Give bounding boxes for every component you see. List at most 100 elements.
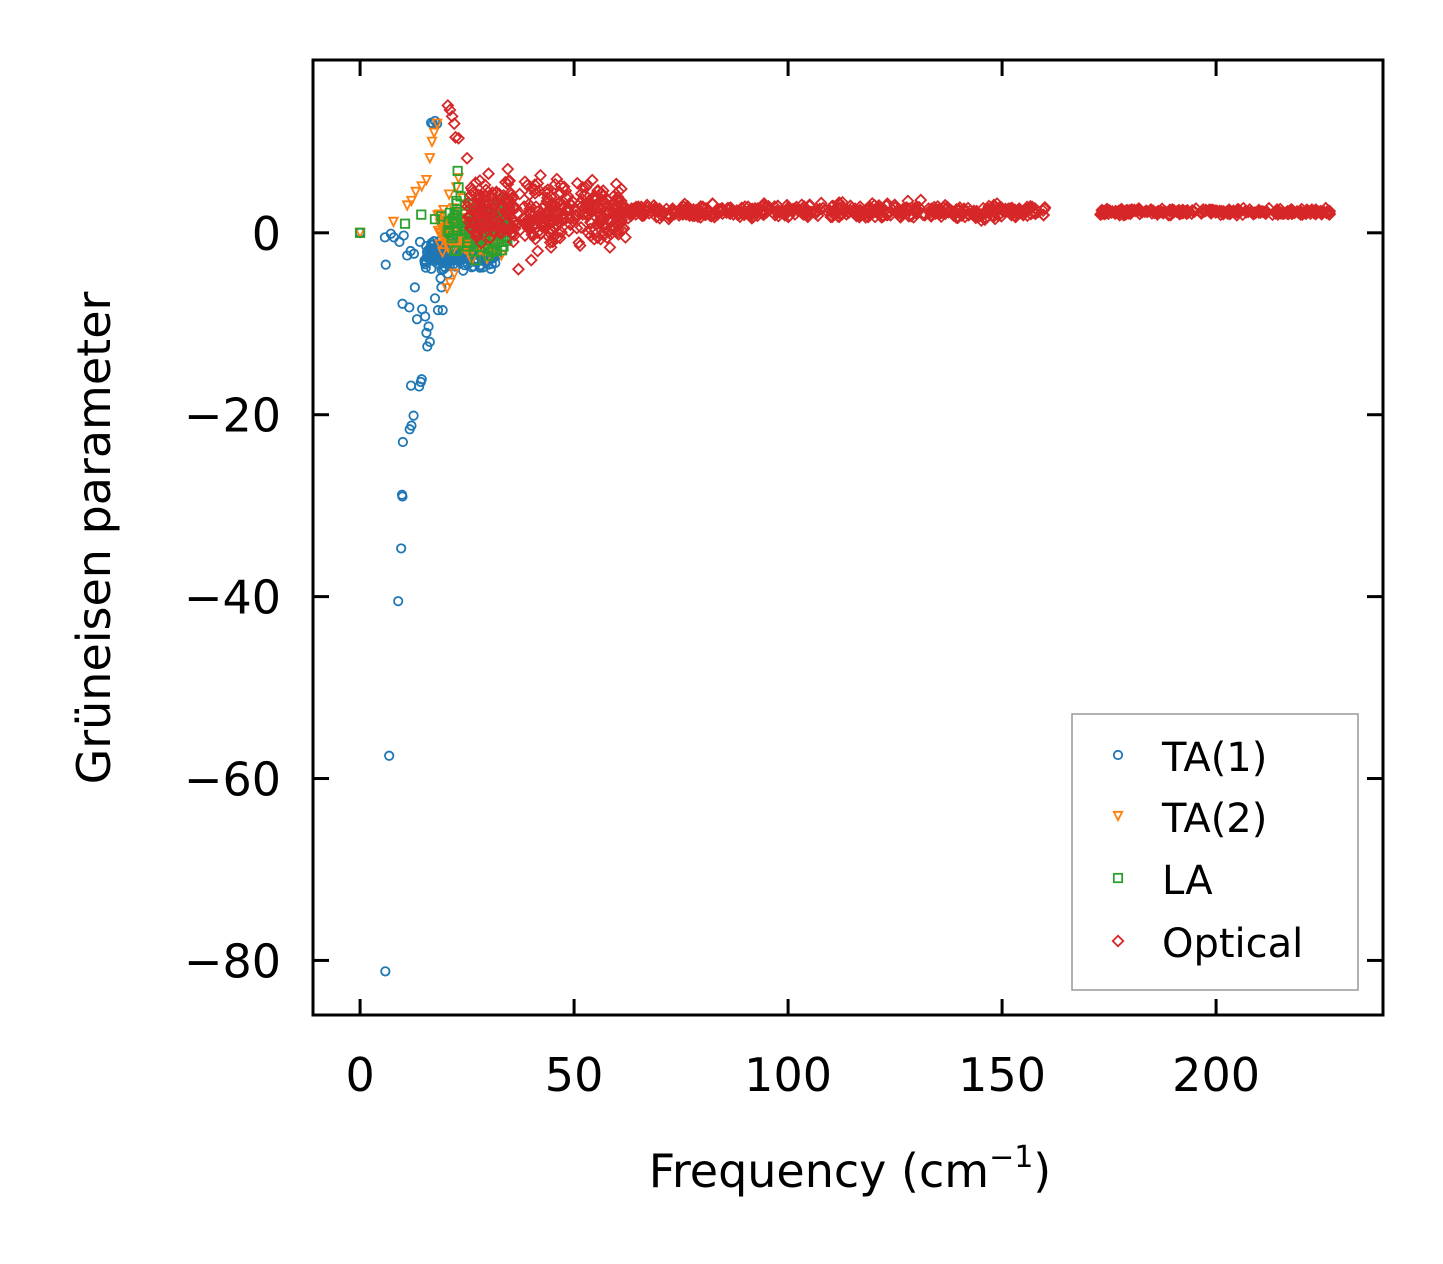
point-optical bbox=[993, 200, 1007, 214]
point-optical bbox=[460, 151, 474, 165]
point-ta-2- bbox=[443, 189, 455, 201]
point-optical bbox=[527, 228, 541, 242]
point-ta-1- bbox=[421, 327, 432, 338]
point-optical bbox=[570, 221, 584, 235]
legend-entry: Optical bbox=[1111, 921, 1303, 967]
point-ta-2- bbox=[426, 136, 438, 149]
point-la bbox=[498, 241, 509, 252]
point-optical bbox=[829, 207, 843, 221]
x-tick-label: 150 bbox=[958, 1048, 1046, 1102]
point-optical bbox=[681, 199, 695, 213]
point-optical bbox=[706, 197, 720, 211]
point-optical bbox=[909, 201, 923, 215]
point-optical bbox=[447, 117, 461, 131]
point-optical bbox=[501, 162, 515, 176]
point-optical bbox=[550, 172, 564, 186]
point-optical bbox=[476, 221, 490, 235]
point-optical bbox=[863, 200, 877, 214]
legend-entry: LA bbox=[1112, 858, 1213, 904]
point-optical bbox=[1276, 206, 1290, 221]
point-optical bbox=[1243, 202, 1257, 217]
point-optical bbox=[614, 194, 628, 208]
data-points bbox=[354, 98, 1337, 977]
point-optical bbox=[979, 203, 993, 217]
point-optical bbox=[443, 103, 457, 117]
point-optical bbox=[546, 235, 560, 249]
point-optical bbox=[1038, 200, 1052, 214]
point-optical bbox=[609, 177, 623, 191]
point-ta-1- bbox=[458, 265, 469, 276]
point-optical bbox=[1135, 205, 1149, 219]
point-optical bbox=[501, 174, 516, 188]
point-optical bbox=[493, 224, 507, 238]
legend-label: LA bbox=[1162, 858, 1213, 904]
point-optical bbox=[810, 204, 824, 218]
point-optical bbox=[730, 204, 744, 218]
point-la bbox=[444, 207, 456, 218]
point-ta-2- bbox=[410, 186, 422, 199]
point-optical bbox=[522, 197, 536, 211]
point-optical bbox=[603, 240, 617, 254]
point-optical bbox=[976, 201, 990, 215]
point-optical bbox=[770, 204, 784, 218]
point-optical bbox=[481, 223, 495, 237]
point-optical bbox=[759, 205, 773, 220]
point-optical bbox=[520, 178, 534, 192]
point-optical bbox=[700, 204, 714, 218]
point-optical bbox=[485, 186, 499, 200]
point-optical bbox=[506, 235, 520, 249]
point-optical bbox=[1123, 207, 1138, 221]
point-optical bbox=[1252, 203, 1266, 217]
point-optical bbox=[914, 193, 928, 207]
point-optical bbox=[936, 206, 950, 220]
point-optical bbox=[703, 208, 717, 222]
point-optical bbox=[541, 183, 555, 197]
point-optical bbox=[451, 131, 466, 145]
point-optical bbox=[587, 232, 601, 246]
point-la bbox=[399, 218, 411, 229]
point-la bbox=[429, 214, 441, 225]
point-optical bbox=[788, 202, 802, 216]
point-optical bbox=[843, 203, 857, 217]
point-optical bbox=[563, 212, 577, 226]
point-optical bbox=[546, 230, 560, 245]
point-optical bbox=[864, 204, 878, 218]
point-optical bbox=[585, 173, 599, 187]
point-optical bbox=[990, 197, 1004, 211]
plot-frame bbox=[311, 58, 1385, 1017]
point-optical bbox=[901, 194, 915, 208]
point-ta-1- bbox=[409, 282, 420, 293]
point-ta-1- bbox=[393, 596, 404, 607]
point-optical bbox=[483, 231, 497, 245]
point-optical bbox=[888, 198, 902, 212]
point-optical bbox=[584, 203, 598, 217]
point-optical bbox=[568, 201, 582, 215]
x-tick-label: 0 bbox=[345, 1048, 374, 1102]
point-optical bbox=[489, 185, 503, 199]
point-ta-2- bbox=[441, 283, 453, 295]
point-optical bbox=[662, 207, 676, 221]
point-optical bbox=[1163, 203, 1177, 217]
y-tick-label: 0 bbox=[252, 207, 281, 261]
point-optical bbox=[500, 203, 514, 217]
point-optical bbox=[511, 262, 525, 276]
point-optical bbox=[597, 206, 611, 220]
point-optical bbox=[481, 167, 496, 181]
axis-ticks: 0 50 100 150 200 0 −20 −40 −60 −80 bbox=[184, 60, 1383, 1102]
point-optical bbox=[533, 168, 547, 182]
point-optical bbox=[475, 199, 489, 214]
point-optical bbox=[1012, 204, 1026, 218]
point-ta-1- bbox=[406, 420, 417, 431]
point-optical bbox=[490, 213, 504, 227]
point-optical bbox=[554, 225, 568, 239]
point-optical bbox=[757, 197, 771, 211]
point-ta-2- bbox=[436, 247, 449, 259]
point-optical bbox=[572, 236, 586, 250]
point-optical bbox=[574, 187, 588, 201]
point-ta-1- bbox=[404, 302, 415, 313]
point-optical bbox=[583, 222, 597, 236]
point-optical bbox=[1180, 207, 1194, 221]
point-optical bbox=[603, 215, 617, 229]
point-ta-2- bbox=[420, 174, 433, 187]
